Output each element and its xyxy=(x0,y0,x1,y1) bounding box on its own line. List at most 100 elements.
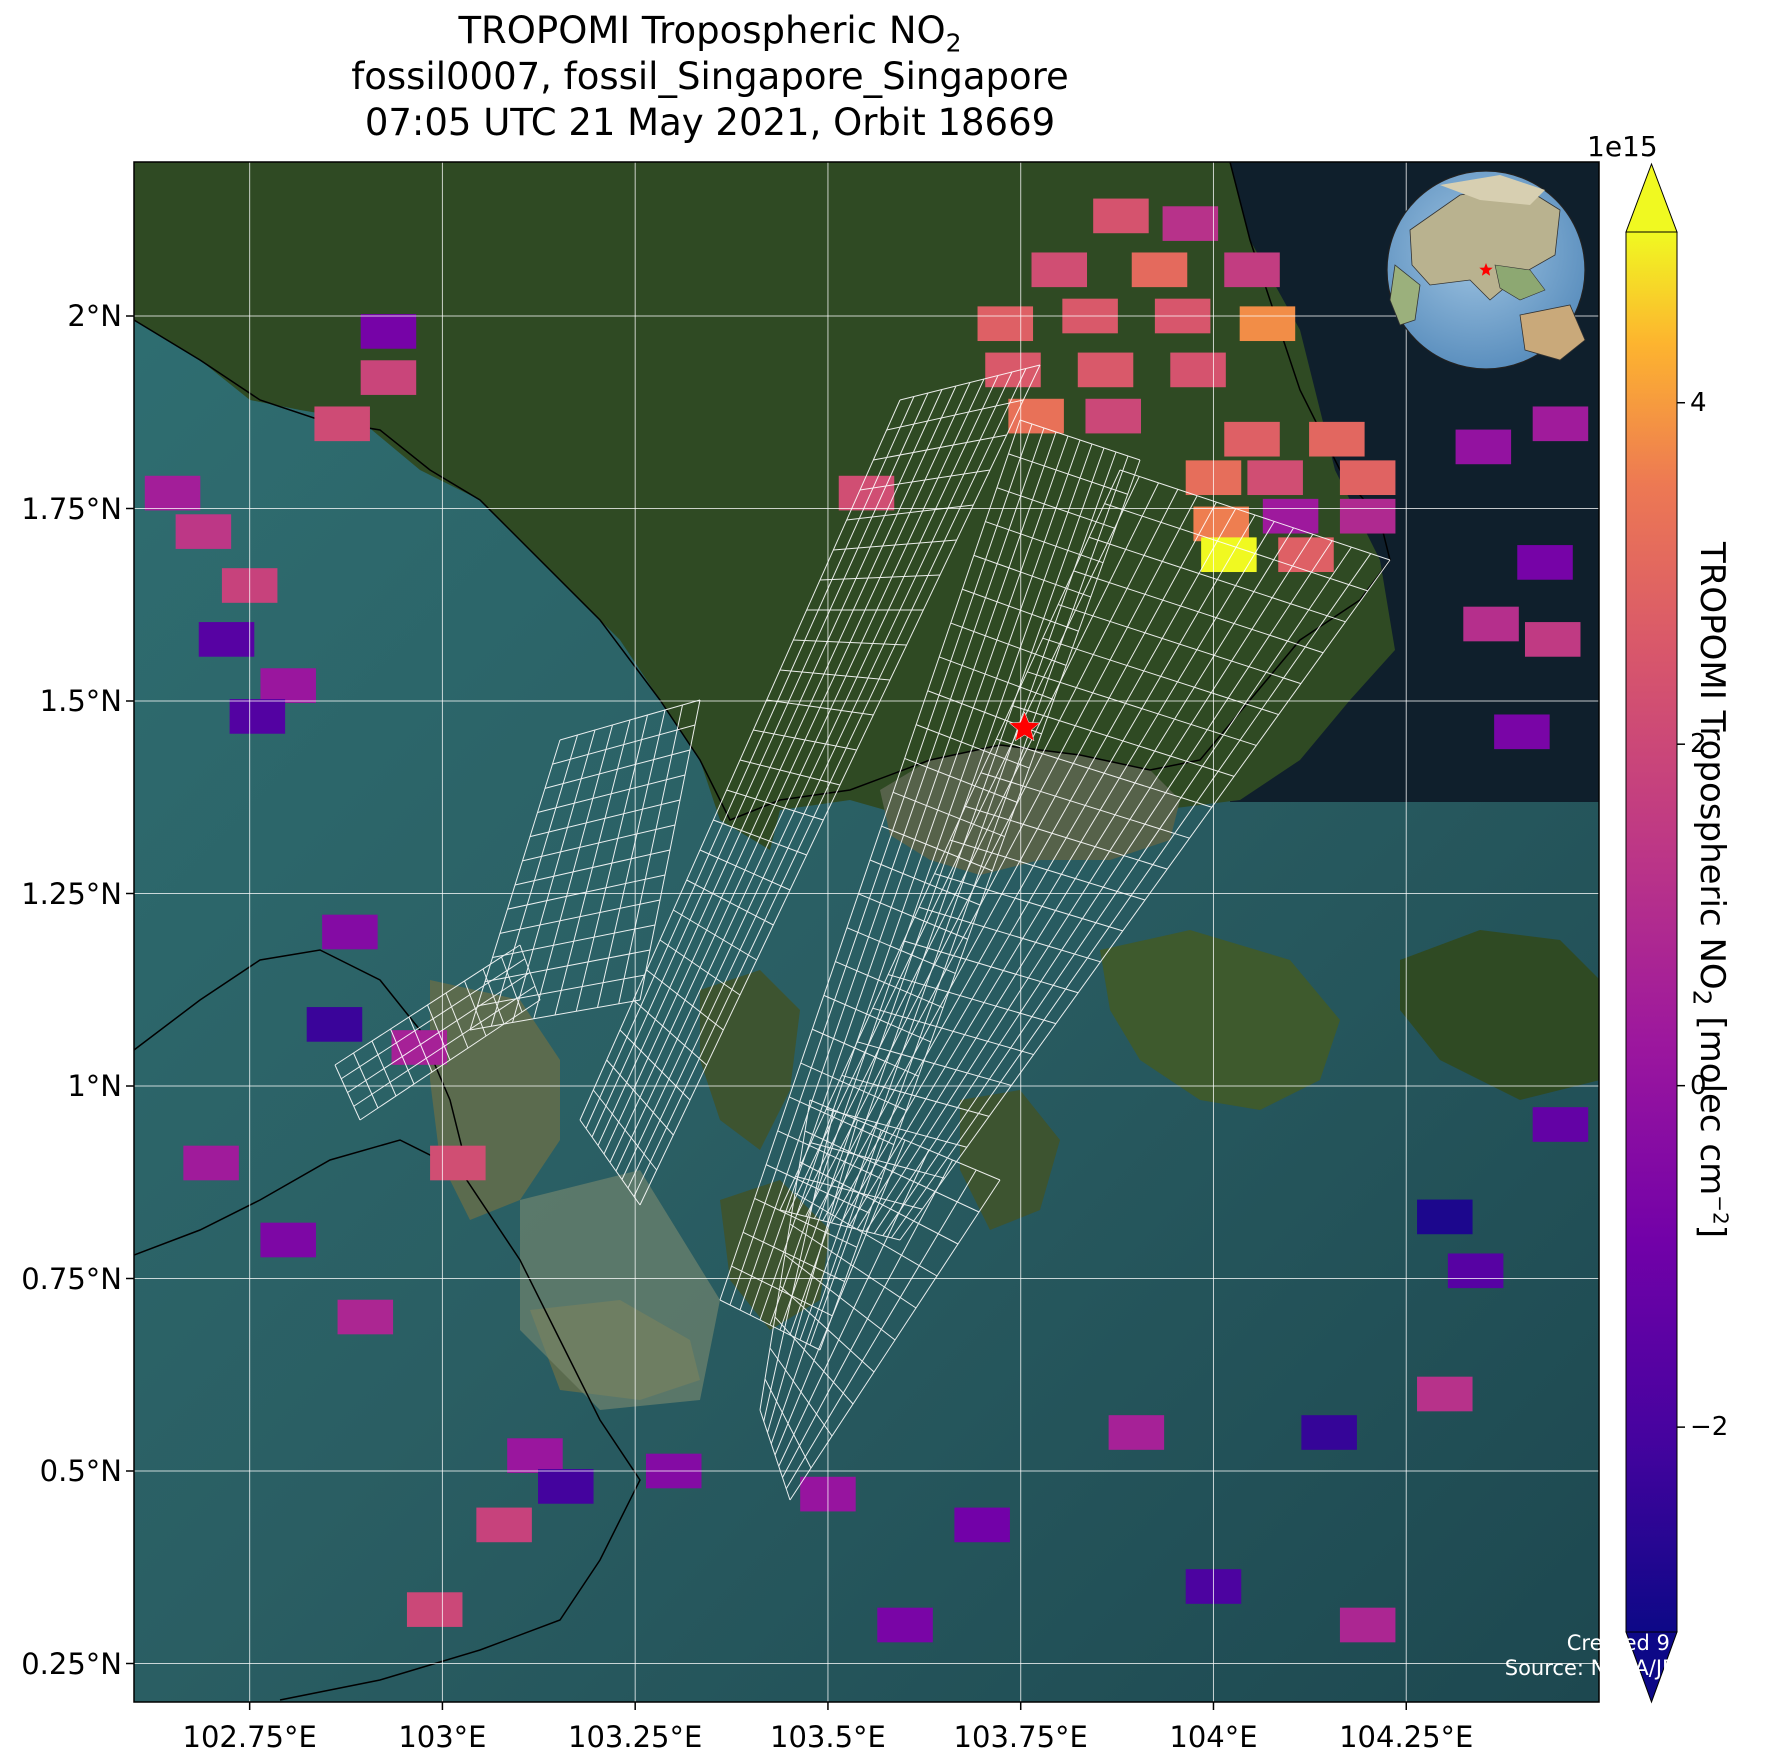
footprint-line xyxy=(980,772,1190,839)
colorbar xyxy=(1625,162,1685,1704)
no2-pixel xyxy=(1108,1415,1165,1450)
footprint-line xyxy=(1073,570,1324,654)
colorbar-exponent: 1e15 xyxy=(1587,130,1658,163)
no2-pixel xyxy=(954,1507,1010,1543)
no2-pixel xyxy=(1093,198,1149,234)
footprint-line xyxy=(1027,671,1257,746)
footprint-line xyxy=(619,1029,691,1101)
x-axis-ticks xyxy=(248,1702,1407,1710)
bintan-island xyxy=(1400,930,1599,1100)
coastline-sumatra xyxy=(134,1139,641,1701)
footprint-line xyxy=(359,999,541,1121)
no2-pixel xyxy=(306,1007,363,1042)
footprint-line xyxy=(779,669,891,681)
footprint-line xyxy=(819,574,941,581)
y-tick-label: 1.75°N xyxy=(21,491,122,526)
no2-pixel xyxy=(198,622,255,657)
footprint-line xyxy=(699,849,791,891)
no2-pixel xyxy=(144,475,201,511)
footprint-line xyxy=(633,999,707,1066)
map-area xyxy=(134,162,1599,1702)
credit-created: Created 9 Oct 2024 xyxy=(1566,1631,1773,1655)
no2-pixel xyxy=(1077,352,1134,388)
title-line-3: 07:05 UTC 21 May 2021, Orbit 18669 xyxy=(364,101,1056,144)
footprint-line xyxy=(774,1316,854,1405)
footprint-line xyxy=(579,1119,641,1206)
footprint-line xyxy=(492,924,656,958)
no2-pixel xyxy=(1239,306,1296,342)
footprint-line xyxy=(659,939,741,996)
footprint-line xyxy=(915,724,1030,769)
footprint-line xyxy=(544,749,691,789)
footprint-line xyxy=(789,1223,917,1309)
no2-pixel xyxy=(1170,352,1226,388)
footprint-line xyxy=(812,1028,919,1077)
footprint-line xyxy=(537,774,686,813)
no2-pixel xyxy=(1162,206,1219,241)
footprint-line xyxy=(869,859,981,906)
footprint-line xyxy=(886,399,1024,431)
no2-pixel xyxy=(1532,1107,1589,1142)
footprint-line xyxy=(514,849,671,886)
x-tick-label: 104°E xyxy=(1169,1720,1258,1754)
footprint-line xyxy=(996,738,1212,808)
footprint-line xyxy=(809,1099,1001,1181)
no2-pixel-layer xyxy=(144,198,1589,1643)
no2-pixel xyxy=(1031,252,1088,288)
colorbar-ticks xyxy=(1677,401,1685,1428)
footprint-line xyxy=(858,893,968,940)
x-tick-label: 103°E xyxy=(398,1720,487,1754)
footprint-line xyxy=(934,873,1123,932)
no2-pixel xyxy=(314,406,370,442)
no2-pixel xyxy=(1278,537,1334,573)
no2-pixel xyxy=(360,314,417,349)
footprint-line xyxy=(777,1130,882,1180)
footprint-line xyxy=(949,839,1146,901)
no2-pixel xyxy=(183,1145,239,1181)
colorbar-tick-label: 0 xyxy=(1690,1070,1707,1101)
footprint-line xyxy=(939,656,1055,701)
footprint-line xyxy=(793,639,907,646)
johor-land xyxy=(134,162,1395,850)
footprint-line xyxy=(899,364,1041,401)
footprint-line xyxy=(719,1299,821,1351)
no2-pixel xyxy=(877,1607,933,1643)
footprint-line xyxy=(713,819,807,856)
footprint-line xyxy=(731,1265,833,1317)
no2-pixel xyxy=(1262,498,1319,534)
footprint-line xyxy=(1104,503,1368,592)
footprint-line xyxy=(726,789,824,821)
x-tick-label: 103.5°E xyxy=(770,1720,886,1754)
no2-pixel xyxy=(406,1592,463,1627)
no2-pixel xyxy=(1193,506,1249,542)
y-tick-label: 0.75°N xyxy=(21,1261,122,1296)
x-tick-label: 103.75°E xyxy=(953,1720,1088,1754)
map-frame xyxy=(133,161,1600,1703)
no2-pixel xyxy=(1131,252,1188,288)
footprint-line xyxy=(965,805,1168,870)
footprint-line xyxy=(764,1378,812,1469)
footprint-line xyxy=(779,1209,901,1241)
no2-pixel xyxy=(1224,421,1280,457)
footprint-line xyxy=(1119,469,1391,561)
footprint-line xyxy=(800,1062,907,1111)
no2-pixel xyxy=(838,475,895,511)
y-tick-label: 1.25°N xyxy=(21,876,122,911)
footprint-line xyxy=(918,906,1101,963)
footprint-line xyxy=(846,927,956,974)
no2-pixel xyxy=(1247,460,1303,496)
no2-pixel xyxy=(1339,1607,1396,1643)
no2-pixel xyxy=(1532,406,1589,442)
no2-pixel xyxy=(476,1507,532,1543)
x-tick-label: 102.75°E xyxy=(182,1720,317,1754)
footprint-line xyxy=(892,791,1005,838)
no2-pixel xyxy=(1417,1376,1473,1412)
footprint-line xyxy=(673,909,757,961)
footprint-line xyxy=(592,1089,658,1171)
y-tick-label: 0.25°N xyxy=(21,1646,122,1681)
footprint-line xyxy=(766,699,874,716)
no2-pixel xyxy=(1517,545,1573,580)
footprint-line xyxy=(507,874,666,910)
coastline-riau xyxy=(134,949,471,1181)
footprint-line xyxy=(846,504,974,521)
